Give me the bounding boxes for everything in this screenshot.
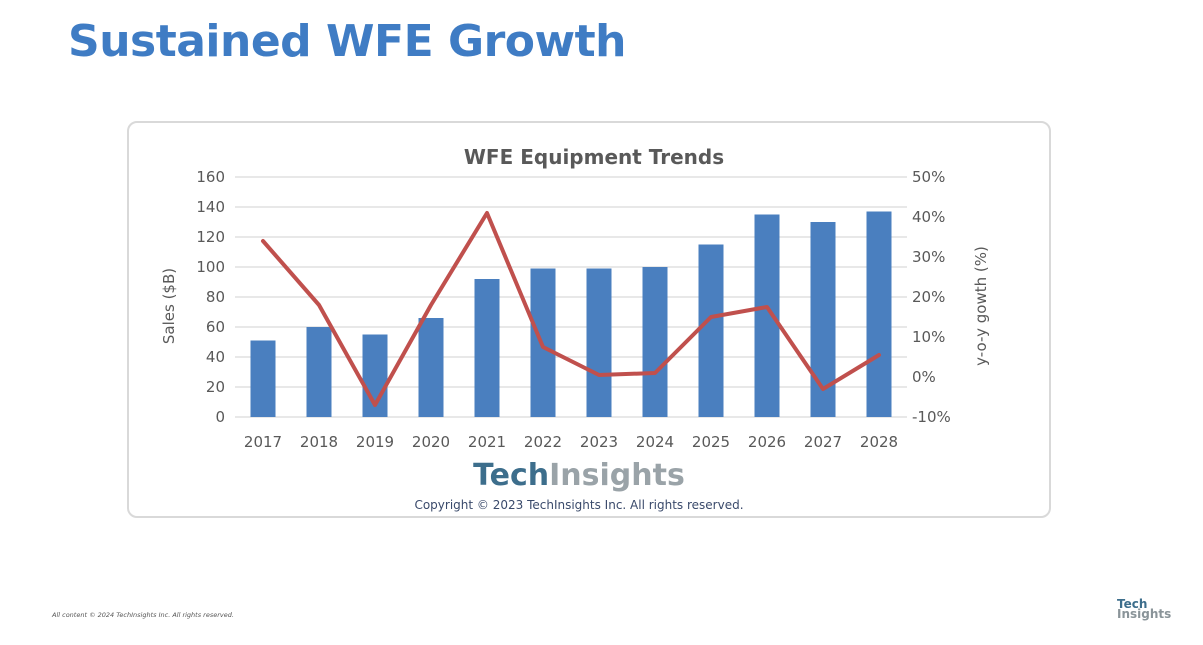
- growth-point-2026: [766, 306, 768, 308]
- growth-point-2021: [486, 212, 488, 214]
- growth-point-2022: [542, 346, 544, 348]
- growth-line: [261, 211, 881, 407]
- x-tick-label: 2028: [860, 433, 898, 451]
- growth-point-2028: [878, 354, 880, 356]
- left-axis-ticks: 0 20 40 60 80 100 120 140 160: [196, 168, 225, 426]
- bar-series: [250, 211, 892, 417]
- right-tick-label: 50%: [912, 168, 945, 186]
- bar-2026: [754, 214, 780, 417]
- right-tick-label: 30%: [912, 248, 945, 266]
- x-axis-ticks: 2017 2018 2019 2020 2021 2022 2023 2024 2025 2026…: [244, 433, 898, 451]
- right-axis-ticks: -10% 0% 10% 20% 30% 40% 50%: [912, 168, 951, 426]
- bar-2017: [250, 340, 276, 417]
- bar-2018: [306, 327, 332, 417]
- left-tick-label: 120: [196, 228, 225, 246]
- x-tick-label: 2027: [804, 433, 842, 451]
- bar-2020: [418, 318, 444, 417]
- left-axis-label: Sales ($B): [160, 268, 178, 344]
- chart-title: WFE Equipment Trends: [464, 145, 724, 169]
- x-tick-label: 2017: [244, 433, 282, 451]
- left-tick-label: 0: [215, 408, 225, 426]
- corner-logo-tech: Tech: [1117, 597, 1148, 611]
- right-tick-label: 20%: [912, 288, 945, 306]
- left-tick-label: 100: [196, 258, 225, 276]
- growth-point-2025: [710, 316, 712, 318]
- wfe-chart: WFE Equipment Trends 0 20 40 60 80 100 120 140 1…: [160, 145, 990, 512]
- left-tick-label: 160: [196, 168, 225, 186]
- x-tick-label: 2019: [356, 433, 394, 451]
- x-tick-label: 2018: [300, 433, 338, 451]
- corner-logo-insights: Insights: [1117, 607, 1172, 621]
- bar-2028: [866, 211, 892, 417]
- chart-frame: WFE Equipment Trends 0 20 40 60 80 100 120 140 1…: [127, 121, 1051, 518]
- growth-point-2019: [374, 404, 376, 406]
- corner-logo: Tech Insights: [1117, 597, 1172, 621]
- growth-point-2020: [430, 304, 432, 306]
- chart-copyright: Copyright © 2023 TechInsights Inc. All r…: [414, 498, 743, 512]
- growth-point-2018: [318, 304, 320, 306]
- right-tick-label: 10%: [912, 328, 945, 346]
- gridlines: [235, 176, 907, 418]
- left-tick-label: 60: [206, 318, 225, 336]
- x-tick-label: 2020: [412, 433, 450, 451]
- right-tick-label: 40%: [912, 208, 945, 226]
- chart-logo-insights: Insights: [549, 458, 685, 493]
- left-tick-label: 80: [206, 288, 225, 306]
- x-tick-label: 2026: [748, 433, 786, 451]
- bar-2025: [698, 244, 724, 417]
- bar-2023: [586, 268, 612, 417]
- x-tick-label: 2024: [636, 433, 674, 451]
- x-tick-label: 2021: [468, 433, 506, 451]
- right-axis-label: y-o-y gowth (%): [972, 246, 990, 366]
- x-tick-label: 2022: [524, 433, 562, 451]
- right-tick-label: -10%: [912, 408, 951, 426]
- left-tick-label: 140: [196, 198, 225, 216]
- growth-point-2024: [654, 372, 656, 374]
- left-tick-label: 40: [206, 348, 225, 366]
- bar-2021: [474, 279, 500, 417]
- footer-copyright: All content © 2024 TechInsights Inc. All…: [52, 611, 234, 619]
- chart-logo: TechInsights: [473, 458, 685, 493]
- bar-2024: [642, 267, 668, 417]
- left-tick-label: 20: [206, 378, 225, 396]
- growth-point-2027: [822, 388, 824, 390]
- x-tick-label: 2023: [580, 433, 618, 451]
- chart-logo-tech: Tech: [473, 458, 549, 493]
- right-tick-label: 0%: [912, 368, 936, 386]
- x-tick-label: 2025: [692, 433, 730, 451]
- growth-point-2023: [598, 374, 600, 376]
- growth-point-2017: [262, 240, 264, 242]
- slide-title: Sustained WFE Growth: [68, 16, 627, 67]
- line-series: [261, 211, 881, 407]
